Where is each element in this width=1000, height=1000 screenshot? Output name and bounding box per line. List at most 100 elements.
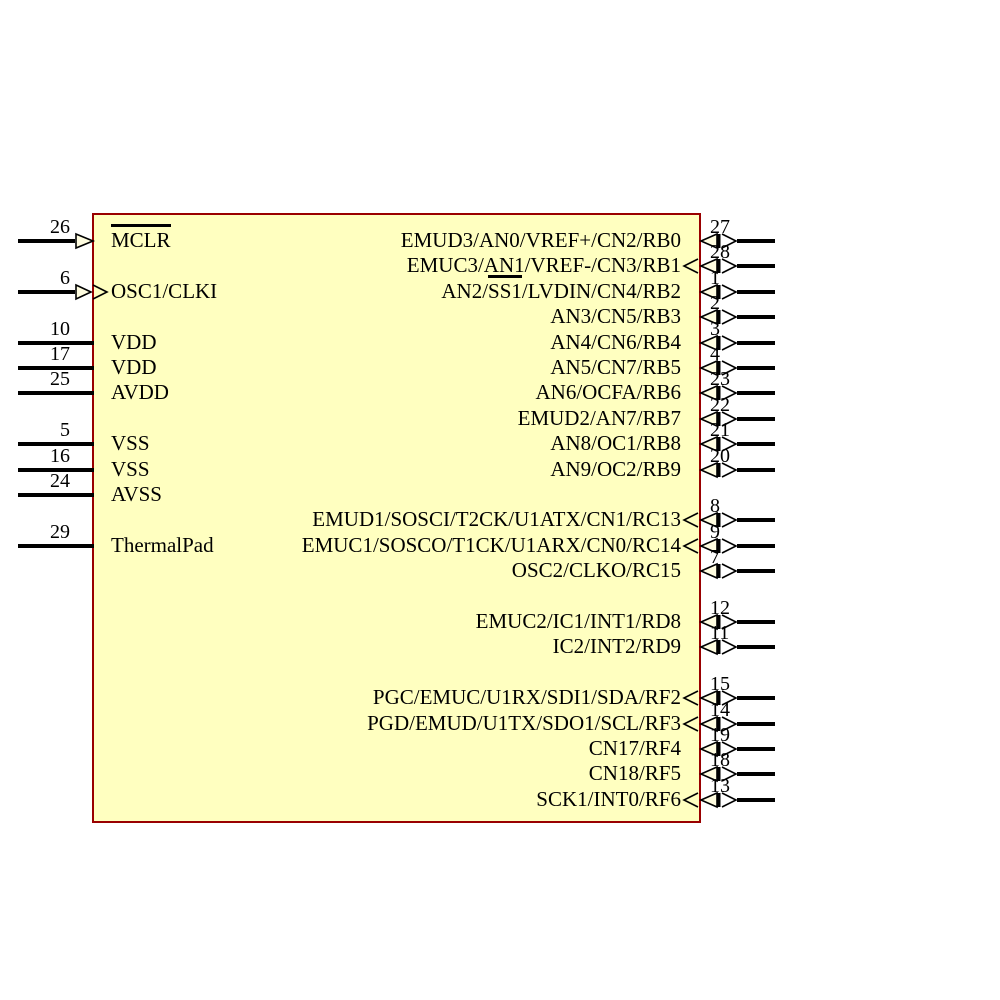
pin-label: CN17/RF4 xyxy=(588,736,681,760)
pin-number: 12 xyxy=(710,597,730,619)
pin-number: 5 xyxy=(60,419,70,441)
inner-chevron-icon xyxy=(682,792,699,808)
pin-number: 18 xyxy=(710,749,730,771)
pin-number: 23 xyxy=(710,368,730,390)
pin-label: AN9/OC2/RB9 xyxy=(550,457,681,481)
pin-label: AVSS xyxy=(111,482,162,506)
pin-line xyxy=(737,518,775,522)
bidirectional-arrow-icon xyxy=(699,740,738,758)
pin-label: PGC/EMUC/U1RX/SDI1/SDA/RF2 xyxy=(372,685,681,709)
bidirectional-arrow-icon xyxy=(699,384,738,402)
pin-label: AN2/SS1/LVDIN/CN4/RB2 xyxy=(441,275,681,304)
pin-line xyxy=(737,366,775,370)
pin-number: 17 xyxy=(50,343,70,365)
pin-line xyxy=(18,442,94,446)
bidirectional-arrow-icon xyxy=(699,334,738,352)
pin-label: EMUC1/SOSCO/T1CK/U1ARX/CN0/RC14 xyxy=(301,533,681,557)
input-arrow-icon xyxy=(75,232,96,250)
pin-line xyxy=(737,544,775,548)
overline-segment: MCLR xyxy=(111,224,171,252)
inner-chevron-icon xyxy=(682,716,699,732)
pin-line xyxy=(737,442,775,446)
bidirectional-arrow-icon xyxy=(699,765,738,783)
pin-line xyxy=(737,645,775,649)
component-body xyxy=(92,213,701,823)
pin-number: 25 xyxy=(50,368,70,390)
pin-label: AN5/CN7/RB5 xyxy=(550,355,681,379)
bidirectional-arrow-icon xyxy=(699,715,738,733)
pin-line xyxy=(737,315,775,319)
pin-number: 8 xyxy=(710,495,720,517)
pin-line xyxy=(18,239,75,243)
pin-line xyxy=(737,290,775,294)
bidirectional-arrow-icon xyxy=(699,613,738,631)
inner-chevron-icon xyxy=(682,258,699,274)
pin-number: 2 xyxy=(710,292,720,314)
pin-label: OSC1/CLKI xyxy=(111,279,218,303)
pin-number: 13 xyxy=(710,775,730,797)
pin-number: 11 xyxy=(710,622,730,644)
pin-label: SCK1/INT0/RF6 xyxy=(536,787,681,811)
pin-label: PGD/EMUD/U1TX/SDO1/SCL/RF3 xyxy=(367,711,681,735)
pin-number: 15 xyxy=(710,673,730,695)
bidirectional-arrow-icon xyxy=(699,308,738,326)
pin-line xyxy=(18,468,94,472)
pin-number: 21 xyxy=(710,419,730,441)
bidirectional-arrow-icon xyxy=(699,283,738,301)
pin-number: 26 xyxy=(50,216,70,238)
pin-label: CN18/RF5 xyxy=(588,761,681,785)
pin-label: AN3/CN5/RB3 xyxy=(550,304,681,328)
pin-label: AN8/OC1/RB8 xyxy=(550,431,681,455)
pin-number: 6 xyxy=(60,267,70,289)
pin-number: 16 xyxy=(50,445,70,467)
pin-label: EMUD3/AN0/VREF+/CN2/RB0 xyxy=(400,228,681,252)
bidirectional-arrow-icon xyxy=(699,511,738,529)
pin-line xyxy=(18,290,75,294)
pin-label: EMUC3/AN1/VREF-/CN3/RB1 xyxy=(406,253,681,277)
pin-label: AVDD xyxy=(111,380,169,404)
pin-number: 27 xyxy=(710,216,730,238)
bidirectional-arrow-icon xyxy=(699,410,738,428)
pin-label: MCLR xyxy=(111,224,171,253)
bidirectional-arrow-icon xyxy=(699,257,738,275)
pin-number: 7 xyxy=(710,546,720,568)
pin-line xyxy=(737,569,775,573)
pin-number: 28 xyxy=(710,241,730,263)
inner-chevron-icon xyxy=(682,512,699,528)
pin-label: EMUD2/AN7/RB7 xyxy=(517,406,681,430)
pin-label: EMUD1/SOSCI/T2CK/U1ATX/CN1/RC13 xyxy=(312,507,681,531)
pin-label: VDD xyxy=(111,330,157,354)
pin-number: 1 xyxy=(710,267,720,289)
inner-chevron-icon xyxy=(682,538,699,554)
pin-line xyxy=(18,493,94,497)
pin-line xyxy=(18,341,94,345)
pin-label: ThermalPad xyxy=(111,533,214,557)
pin-line xyxy=(737,798,775,802)
pin-line xyxy=(737,620,775,624)
pin-line xyxy=(737,468,775,472)
pin-number: 9 xyxy=(710,521,720,543)
pin-line xyxy=(18,544,94,548)
pin-line xyxy=(737,772,775,776)
pin-label: VDD xyxy=(111,355,157,379)
bidirectional-arrow-icon xyxy=(699,359,738,377)
pin-number: 3 xyxy=(710,318,720,340)
pin-label: VSS xyxy=(111,457,150,481)
pin-number: 19 xyxy=(710,724,730,746)
pin-label: AN6/OCFA/RB6 xyxy=(535,380,681,404)
pin-line xyxy=(737,722,775,726)
bidirectional-arrow-icon xyxy=(699,562,738,580)
pin-number: 22 xyxy=(710,394,730,416)
overline-segment: SS1 xyxy=(488,275,522,303)
bidirectional-arrow-icon xyxy=(699,791,738,809)
pin-line xyxy=(737,239,775,243)
bidirectional-arrow-icon xyxy=(699,638,738,656)
bidirectional-arrow-icon xyxy=(699,232,738,250)
pin-line xyxy=(737,341,775,345)
pin-label: OSC2/CLKO/RC15 xyxy=(511,558,681,582)
clock-input-arrow-icon xyxy=(75,283,109,301)
pin-line xyxy=(737,417,775,421)
pin-number: 14 xyxy=(710,699,730,721)
pin-line xyxy=(737,264,775,268)
